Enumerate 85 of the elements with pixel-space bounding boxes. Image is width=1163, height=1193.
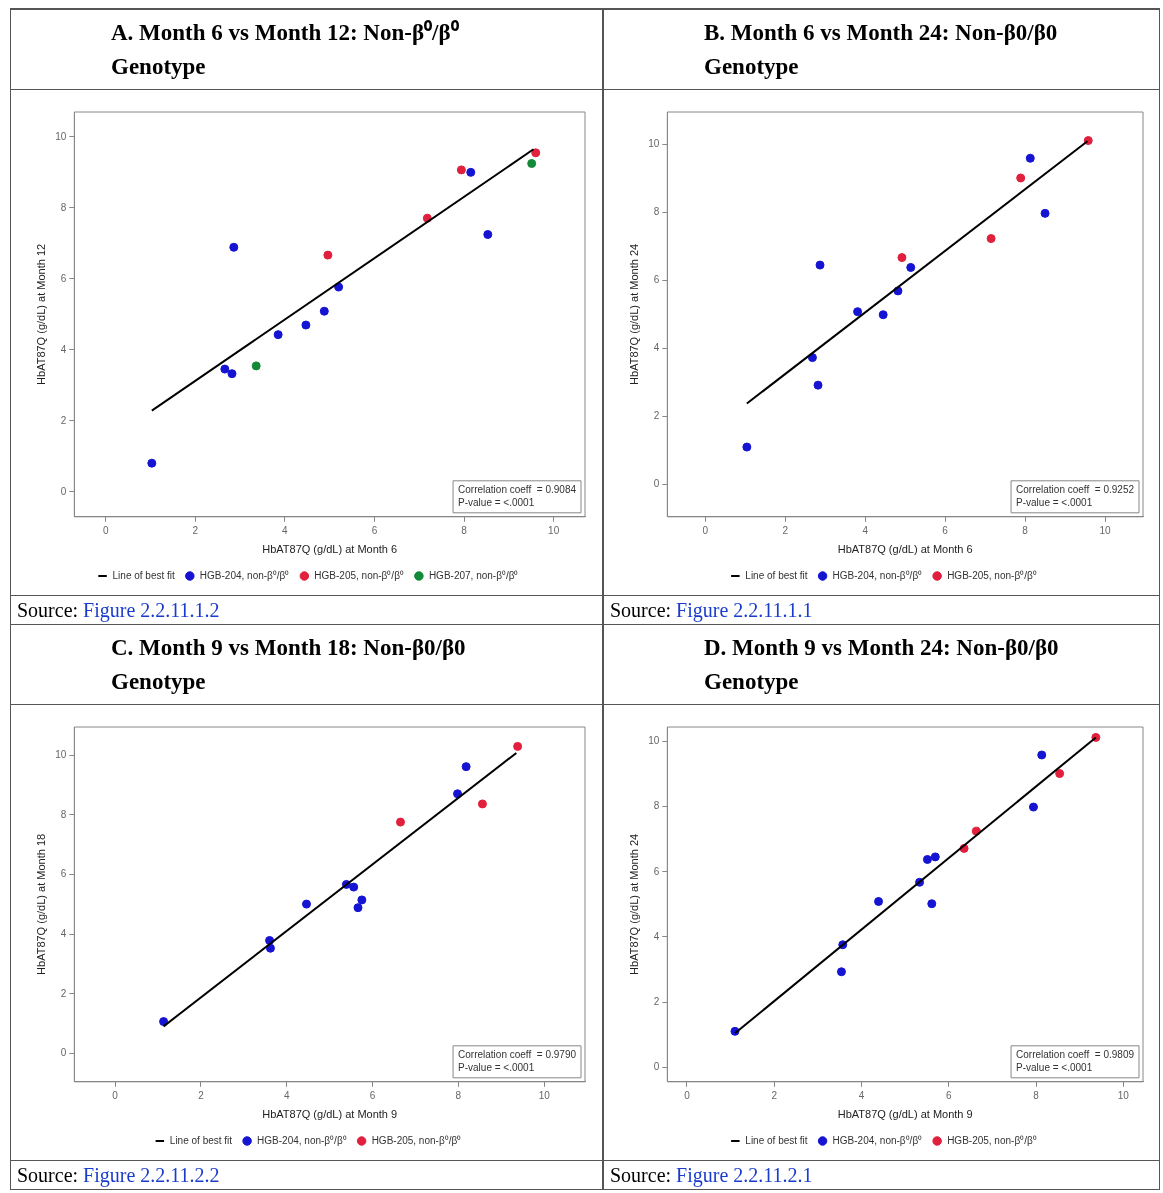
y-tick-label: 0 <box>60 1047 67 1059</box>
y-tick-label: 2 <box>60 987 67 999</box>
legend-label: Line of best fit <box>745 1134 808 1146</box>
legend-label: HGB-205, non-β⁰/β⁰ <box>314 569 404 581</box>
x-tick-label: 0 <box>102 524 109 536</box>
y-tick-label: 10 <box>648 735 660 747</box>
annotation: Correlation coeff = 0.9790 <box>458 1048 577 1060</box>
x-tick-label: 8 <box>1033 1089 1040 1101</box>
x-tick-label: 10 <box>1099 524 1112 536</box>
legend-label: HGB-204, non-β⁰/β⁰ <box>832 1134 923 1146</box>
y-tick-label: 4 <box>653 342 660 354</box>
y-axis-title: HbAT87Q (g/dL) at Month 18 <box>34 833 47 975</box>
x-tick-label: 8 <box>1022 524 1029 536</box>
legend-label: Line of best fit <box>745 569 808 581</box>
legend-label: HGB-205, non-β⁰/β⁰ <box>371 1134 462 1146</box>
x-tick-label: 2 <box>192 524 199 536</box>
y-tick-label: 6 <box>60 272 67 284</box>
y-tick-label: 2 <box>653 995 660 1007</box>
legend-label: Line of best fit <box>112 569 176 581</box>
y-tick-label: 2 <box>653 410 660 422</box>
x-axis-title: HbAT87Q (g/dL) at Month 9 <box>262 1108 398 1121</box>
x-tick-label: 4 <box>282 524 289 536</box>
annotation: P-value = <.0001 <box>1016 496 1093 508</box>
x-tick-label: 0 <box>684 1089 691 1101</box>
x-axis-title: HbAT87Q (g/dL) at Month 6 <box>837 543 973 556</box>
x-tick-label: 10 <box>538 1089 551 1101</box>
x-tick-label: 0 <box>112 1089 119 1101</box>
x-tick-label: 8 <box>461 524 468 536</box>
y-axis-title: HbAT87Q (g/dL) at Month 24 <box>627 243 640 385</box>
source-note: Source: Figure 2.2.11.2.2 <box>17 1164 220 1186</box>
x-axis-title: HbAT87Q (g/dL) at Month 6 <box>262 543 398 556</box>
legend-label: Line of best fit <box>169 1134 233 1146</box>
x-tick-label: 4 <box>283 1089 290 1101</box>
source-note: Source: Figure 2.2.11.1.2 <box>17 599 220 621</box>
legend-label: HGB-204, non-β⁰/β⁰ <box>199 569 290 581</box>
y-tick-label: 0 <box>653 1060 660 1072</box>
x-tick-label: 2 <box>771 1089 778 1101</box>
y-tick-label: 4 <box>60 927 67 939</box>
x-tick-label: 6 <box>946 1089 953 1101</box>
x-axis-title: HbAT87Q (g/dL) at Month 9 <box>837 1108 973 1121</box>
x-tick-label: 6 <box>369 1089 376 1101</box>
x-tick-label: 10 <box>1117 1089 1130 1101</box>
chart-title: B. Month 6 vs Month 24: Non-β0/β0 Genotype <box>704 19 1059 81</box>
y-tick-label: 6 <box>60 868 67 880</box>
y-tick-label: 0 <box>60 485 67 497</box>
y-axis-title: HbAT87Q (g/dL) at Month 24 <box>627 833 640 975</box>
legend-label: HGB-205, non-β⁰/β⁰ <box>947 1134 1037 1146</box>
y-tick-label: 8 <box>653 800 660 812</box>
legend-label: HGB-204, non-β⁰/β⁰ <box>257 1134 347 1146</box>
y-tick-label: 2 <box>60 414 67 426</box>
source-note: Source: Figure 2.2.11.2.1 <box>610 1164 813 1186</box>
x-tick-label: 2 <box>198 1089 205 1101</box>
y-tick-label: 8 <box>653 206 660 218</box>
chart-title: A. Month 6 vs Month 12: Non-β⁰/β⁰ Genotype <box>111 19 460 81</box>
y-tick-label: 0 <box>653 478 660 490</box>
legend-label: HGB-207, non-β⁰/β⁰ <box>428 569 519 581</box>
y-tick-label: 4 <box>653 930 660 942</box>
x-tick-label: 10 <box>548 524 560 536</box>
y-axis-title: HbAT87Q (g/dL) at Month 12 <box>34 243 47 385</box>
legend-label: HGB-205, non-β⁰/β⁰ <box>947 569 1037 581</box>
annotation: P-value = <.0001 <box>1016 1061 1093 1073</box>
x-tick-label: 8 <box>455 1089 462 1101</box>
x-tick-label: 6 <box>371 524 378 536</box>
annotation: P-value = <.0001 <box>458 496 535 508</box>
y-tick-label: 8 <box>60 201 67 213</box>
chart-title: C. Month 9 vs Month 18: Non-β0/β0 Genotype <box>111 634 467 696</box>
chart-title: D. Month 9 vs Month 24: Non-β0/β0 Genotype <box>704 634 1060 696</box>
y-tick-label: 10 <box>648 138 660 150</box>
x-tick-label: 4 <box>858 1089 865 1101</box>
x-tick-label: 4 <box>862 524 869 536</box>
x-tick-label: 0 <box>702 524 709 536</box>
annotation: Correlation coeff = 0.9084 <box>458 483 577 495</box>
annotation: P-value = <.0001 <box>458 1061 535 1073</box>
legend-label: HGB-204, non-β⁰/β⁰ <box>832 569 923 581</box>
x-tick-label: 2 <box>782 524 789 536</box>
y-tick-label: 6 <box>653 865 660 877</box>
y-tick-label: 4 <box>60 343 67 355</box>
annotation: Correlation coeff = 0.9252 <box>1016 483 1135 495</box>
source-note: Source: Figure 2.2.11.1.1 <box>610 599 813 621</box>
y-tick-label: 6 <box>653 274 660 286</box>
y-tick-label: 8 <box>60 808 67 820</box>
y-tick-label: 10 <box>55 749 67 761</box>
annotation: Correlation coeff = 0.9809 <box>1016 1048 1135 1060</box>
y-tick-label: 10 <box>55 130 67 142</box>
x-tick-label: 6 <box>942 524 949 536</box>
